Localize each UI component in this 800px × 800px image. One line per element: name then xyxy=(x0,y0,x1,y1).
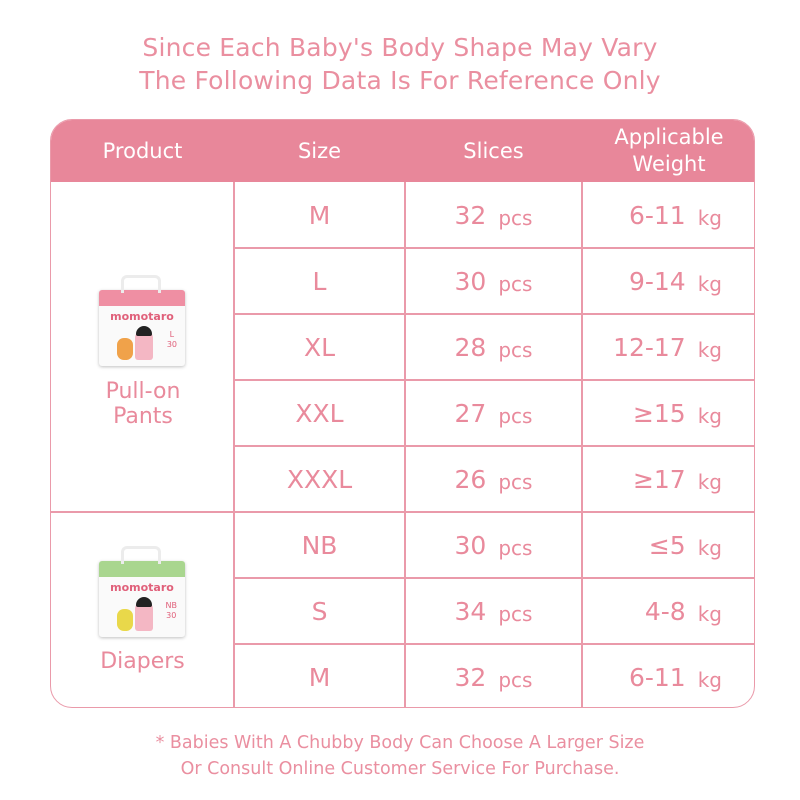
slices-value: 27 xyxy=(454,398,487,428)
weight-unit: kg xyxy=(697,668,722,692)
footnote-line-1: * Babies With A Chubby Body Can Choose A… xyxy=(155,733,645,753)
weight-unit: kg xyxy=(697,272,722,296)
header-size: Size xyxy=(297,138,342,163)
slices-cell: 32 pcs xyxy=(405,644,582,707)
package-size-label: L 30 xyxy=(166,330,177,349)
weight-unit: kg xyxy=(697,536,722,560)
weight-cell: 6-11 kg xyxy=(582,182,754,248)
weight-value: 12-17 xyxy=(613,332,686,362)
brand-logo: momotaro xyxy=(110,310,174,323)
weight-value: ≥15 xyxy=(632,398,686,428)
package-band xyxy=(99,290,185,306)
slices-value: 28 xyxy=(454,332,487,362)
weight-cell: 12-17 kg xyxy=(582,314,754,380)
slices-cell: 34 pcs xyxy=(405,578,582,644)
slices-unit: pcs xyxy=(498,404,533,428)
slices-unit: pcs xyxy=(498,668,533,692)
slices-unit: pcs xyxy=(498,470,533,494)
group-divider xyxy=(51,511,754,513)
slices-unit: pcs xyxy=(498,272,533,296)
brand-logo: momotaro xyxy=(110,581,174,594)
mascot-kid xyxy=(135,597,153,631)
size-chart-table: Product Size Slices Applicable Weight mo… xyxy=(50,119,755,708)
product-package-image: momotaro NB 30 xyxy=(99,546,185,637)
size-cell: XXL xyxy=(295,398,344,428)
size-cell: S xyxy=(311,596,328,626)
row-divider xyxy=(234,313,754,315)
row-divider xyxy=(234,643,754,645)
table-header: Product Size Slices Applicable Weight xyxy=(51,120,754,182)
size-cell: XXXL xyxy=(286,464,353,494)
slices-unit: pcs xyxy=(498,338,533,362)
mascot-pet xyxy=(117,609,133,631)
slices-cell: 28 pcs xyxy=(405,314,582,380)
weight-value: ≥17 xyxy=(632,464,686,494)
size-cell: XL xyxy=(303,332,336,362)
weight-value: 6-11 xyxy=(628,662,686,692)
package-handle xyxy=(121,275,161,293)
mascot-pet xyxy=(117,338,133,360)
weight-value: ≤5 xyxy=(648,530,686,560)
header-slices: Slices xyxy=(463,138,524,163)
package-handle xyxy=(121,546,161,564)
weight-unit: kg xyxy=(697,602,722,626)
weight-value: 6-11 xyxy=(628,200,686,230)
product-name: Diapers xyxy=(100,649,185,674)
row-divider xyxy=(234,577,754,579)
row-divider xyxy=(234,445,754,447)
footnote-line-2: Or Consult Online Customer Service For P… xyxy=(180,759,620,779)
slices-value: 30 xyxy=(454,266,487,296)
size-cell: NB xyxy=(301,530,338,560)
column-divider xyxy=(404,182,406,707)
slices-value: 26 xyxy=(454,464,487,494)
column-divider xyxy=(581,182,583,707)
product-package-image: momotaro L 30 xyxy=(99,275,185,366)
header-product: Product xyxy=(102,138,183,163)
slices-cell: 30 pcs xyxy=(405,248,582,314)
weight-value: 4-8 xyxy=(644,596,686,626)
slices-unit: pcs xyxy=(498,536,533,560)
weight-value: 9-14 xyxy=(628,266,686,296)
product-name: Pull-on Pants xyxy=(105,379,181,429)
package-size-label: NB 30 xyxy=(165,601,177,620)
package-band xyxy=(99,561,185,577)
header-weight: Applicable Weight xyxy=(614,125,724,176)
weight-unit: kg xyxy=(697,206,722,230)
weight-cell: 9-14 kg xyxy=(582,248,754,314)
slices-value: 30 xyxy=(454,530,487,560)
mascot-kid xyxy=(135,326,153,360)
slices-unit: pcs xyxy=(498,206,533,230)
size-cell: M xyxy=(308,662,331,692)
slices-value: 34 xyxy=(454,596,487,626)
column-divider xyxy=(233,182,235,707)
weight-unit: kg xyxy=(697,404,722,428)
slices-value: 32 xyxy=(454,200,487,230)
weight-cell: 6-11 kg xyxy=(582,644,754,707)
slices-cell: 30 pcs xyxy=(405,512,582,578)
slices-cell: 32 pcs xyxy=(405,182,582,248)
size-cell: M xyxy=(308,200,331,230)
row-divider xyxy=(234,379,754,381)
slices-value: 32 xyxy=(454,662,487,692)
slices-cell: 27 pcs xyxy=(405,380,582,446)
weight-unit: kg xyxy=(697,470,722,494)
row-divider xyxy=(234,247,754,249)
weight-cell: ≤5 kg xyxy=(582,512,754,578)
title-line-1: Since Each Baby's Body Shape May Vary xyxy=(142,33,658,62)
title-line-2: The Following Data Is For Reference Only xyxy=(139,66,661,95)
weight-unit: kg xyxy=(697,338,722,362)
weight-cell: ≥15 kg xyxy=(582,380,754,446)
weight-cell: 4-8 kg xyxy=(582,578,754,644)
slices-unit: pcs xyxy=(498,602,533,626)
slices-cell: 26 pcs xyxy=(405,446,582,512)
size-cell: L xyxy=(312,266,327,296)
weight-cell: ≥17 kg xyxy=(582,446,754,512)
